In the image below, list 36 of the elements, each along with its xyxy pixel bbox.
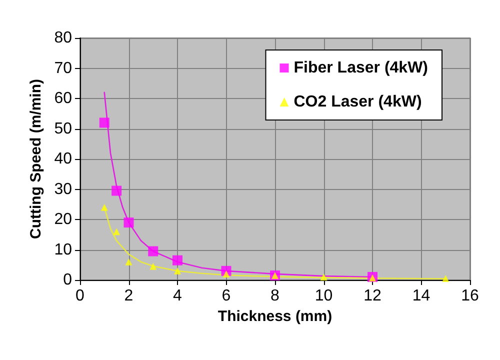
x-tick-label: 0 xyxy=(76,288,85,304)
point xyxy=(100,204,108,211)
x-tick-label: 4 xyxy=(173,288,182,304)
x-tick-label: 14 xyxy=(412,288,430,304)
x-tick-label: 8 xyxy=(270,288,280,304)
point xyxy=(174,267,181,274)
x-tick-label: 16 xyxy=(461,288,479,304)
y-tick-label: 40 xyxy=(54,150,72,168)
x-tick-label: 2 xyxy=(124,288,134,304)
point xyxy=(172,255,182,266)
y-tick-label: 0 xyxy=(63,272,72,288)
point xyxy=(148,246,158,256)
legend-label: Fiber Laser (4kW) xyxy=(294,60,428,76)
point xyxy=(369,274,376,282)
y-tick-label: 80 xyxy=(54,30,72,46)
point xyxy=(320,273,328,280)
point xyxy=(113,228,120,236)
y-tick-label: 70 xyxy=(54,60,72,77)
y-tick-label: 50 xyxy=(54,120,72,138)
point xyxy=(222,270,230,278)
y-tick-label: 30 xyxy=(54,180,72,198)
y-tick-label: 60 xyxy=(54,90,72,107)
point xyxy=(150,262,157,270)
x-tick-label: 12 xyxy=(364,288,382,304)
y-tick-label: 10 xyxy=(54,241,72,258)
x-tick-label: 6 xyxy=(222,288,231,304)
x-axis-title: Thickness (mm) xyxy=(218,308,332,325)
x-tick-label: 10 xyxy=(314,288,333,304)
legend-label: CO2 Laser (4kW) xyxy=(294,94,422,110)
point xyxy=(124,218,134,228)
y-tick-label: 20 xyxy=(54,211,72,228)
point xyxy=(442,274,450,282)
y-axis-title: Cutting Speed (m/min) xyxy=(27,79,44,239)
point xyxy=(99,118,110,128)
point xyxy=(112,186,122,196)
point xyxy=(125,258,132,266)
